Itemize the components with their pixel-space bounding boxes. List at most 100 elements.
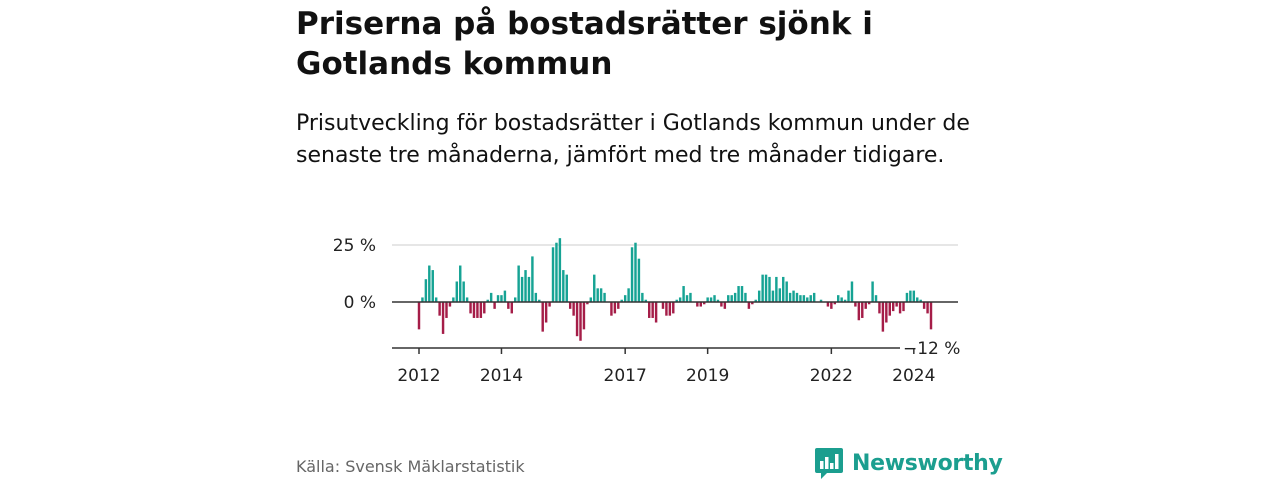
bar (682, 286, 685, 302)
bar (455, 281, 459, 302)
bar (510, 302, 513, 314)
bar (462, 281, 465, 302)
bar (919, 299, 922, 302)
x-tick-label: 2019 (686, 366, 729, 386)
brand-logo[interactable]: Newsworthy (814, 446, 1003, 480)
bar (472, 302, 476, 318)
bar (854, 302, 857, 307)
bar (754, 299, 757, 302)
bars (417, 238, 933, 341)
bar (431, 270, 434, 302)
x-tick-label: 2014 (480, 366, 523, 386)
bar (850, 281, 854, 302)
bar (424, 279, 428, 302)
bar (788, 292, 792, 302)
bar (520, 276, 524, 302)
bar (912, 290, 916, 302)
bar (733, 292, 737, 302)
bar (613, 302, 617, 314)
bar (438, 302, 441, 316)
bar (637, 258, 641, 302)
bar (541, 302, 544, 332)
bar (565, 274, 568, 302)
bar (916, 297, 919, 302)
bar (558, 238, 562, 302)
x-tick-label: 2012 (397, 366, 440, 386)
bar (493, 302, 496, 309)
y-tick-label: 0 % (344, 293, 376, 313)
bar (909, 290, 912, 302)
bar (452, 297, 455, 302)
bar (630, 247, 634, 302)
bar (428, 265, 431, 302)
bar (833, 302, 837, 305)
bar (706, 297, 709, 302)
bar (737, 286, 740, 302)
bar (514, 297, 517, 302)
bar (579, 302, 582, 341)
bar (448, 302, 452, 307)
bar (891, 302, 895, 312)
bar (843, 299, 847, 302)
bar (417, 302, 421, 330)
bar (572, 302, 575, 316)
bar (544, 302, 548, 323)
bar (586, 302, 589, 305)
bar (538, 299, 541, 302)
bar (740, 286, 744, 302)
bar (768, 276, 771, 302)
bar (847, 290, 850, 302)
bar (898, 302, 902, 314)
bar (709, 297, 713, 302)
bar (548, 302, 551, 307)
bar (713, 295, 716, 302)
bar (644, 299, 648, 302)
bar (840, 297, 843, 302)
bar (483, 302, 486, 314)
bar (685, 295, 689, 302)
bar (610, 302, 613, 316)
bar (778, 288, 782, 302)
bar (675, 299, 678, 302)
bar (922, 302, 926, 309)
bar (651, 302, 654, 318)
bar (503, 290, 507, 302)
bar (727, 295, 730, 302)
bar (603, 292, 606, 302)
bar (864, 302, 867, 309)
bar (678, 297, 682, 302)
bar (720, 302, 723, 307)
bar (806, 297, 809, 302)
bar (527, 276, 531, 302)
bar (812, 292, 816, 302)
bar (551, 247, 555, 302)
bar (531, 256, 534, 302)
brand-name: Newsworthy (852, 450, 1003, 476)
bar (562, 270, 565, 302)
bar (826, 302, 830, 307)
bar (534, 292, 538, 302)
bar (885, 302, 888, 323)
bar (764, 274, 768, 302)
bar (620, 299, 623, 302)
bar (517, 265, 520, 302)
bar (696, 302, 699, 307)
bar (747, 302, 751, 309)
axes (392, 301, 958, 354)
x-tick-label: 2024 (892, 366, 935, 386)
bar (599, 288, 603, 302)
bar (761, 274, 764, 302)
bar (809, 295, 812, 302)
bar (792, 290, 795, 302)
bar (905, 292, 909, 302)
bar (476, 302, 479, 318)
bar (596, 288, 599, 302)
bar (589, 297, 593, 302)
bar (830, 302, 833, 309)
bar (582, 302, 586, 330)
bar (617, 302, 620, 309)
bar (479, 302, 483, 318)
bar (665, 302, 668, 316)
y-tick-label: 25 % (333, 236, 376, 256)
bar (874, 295, 878, 302)
